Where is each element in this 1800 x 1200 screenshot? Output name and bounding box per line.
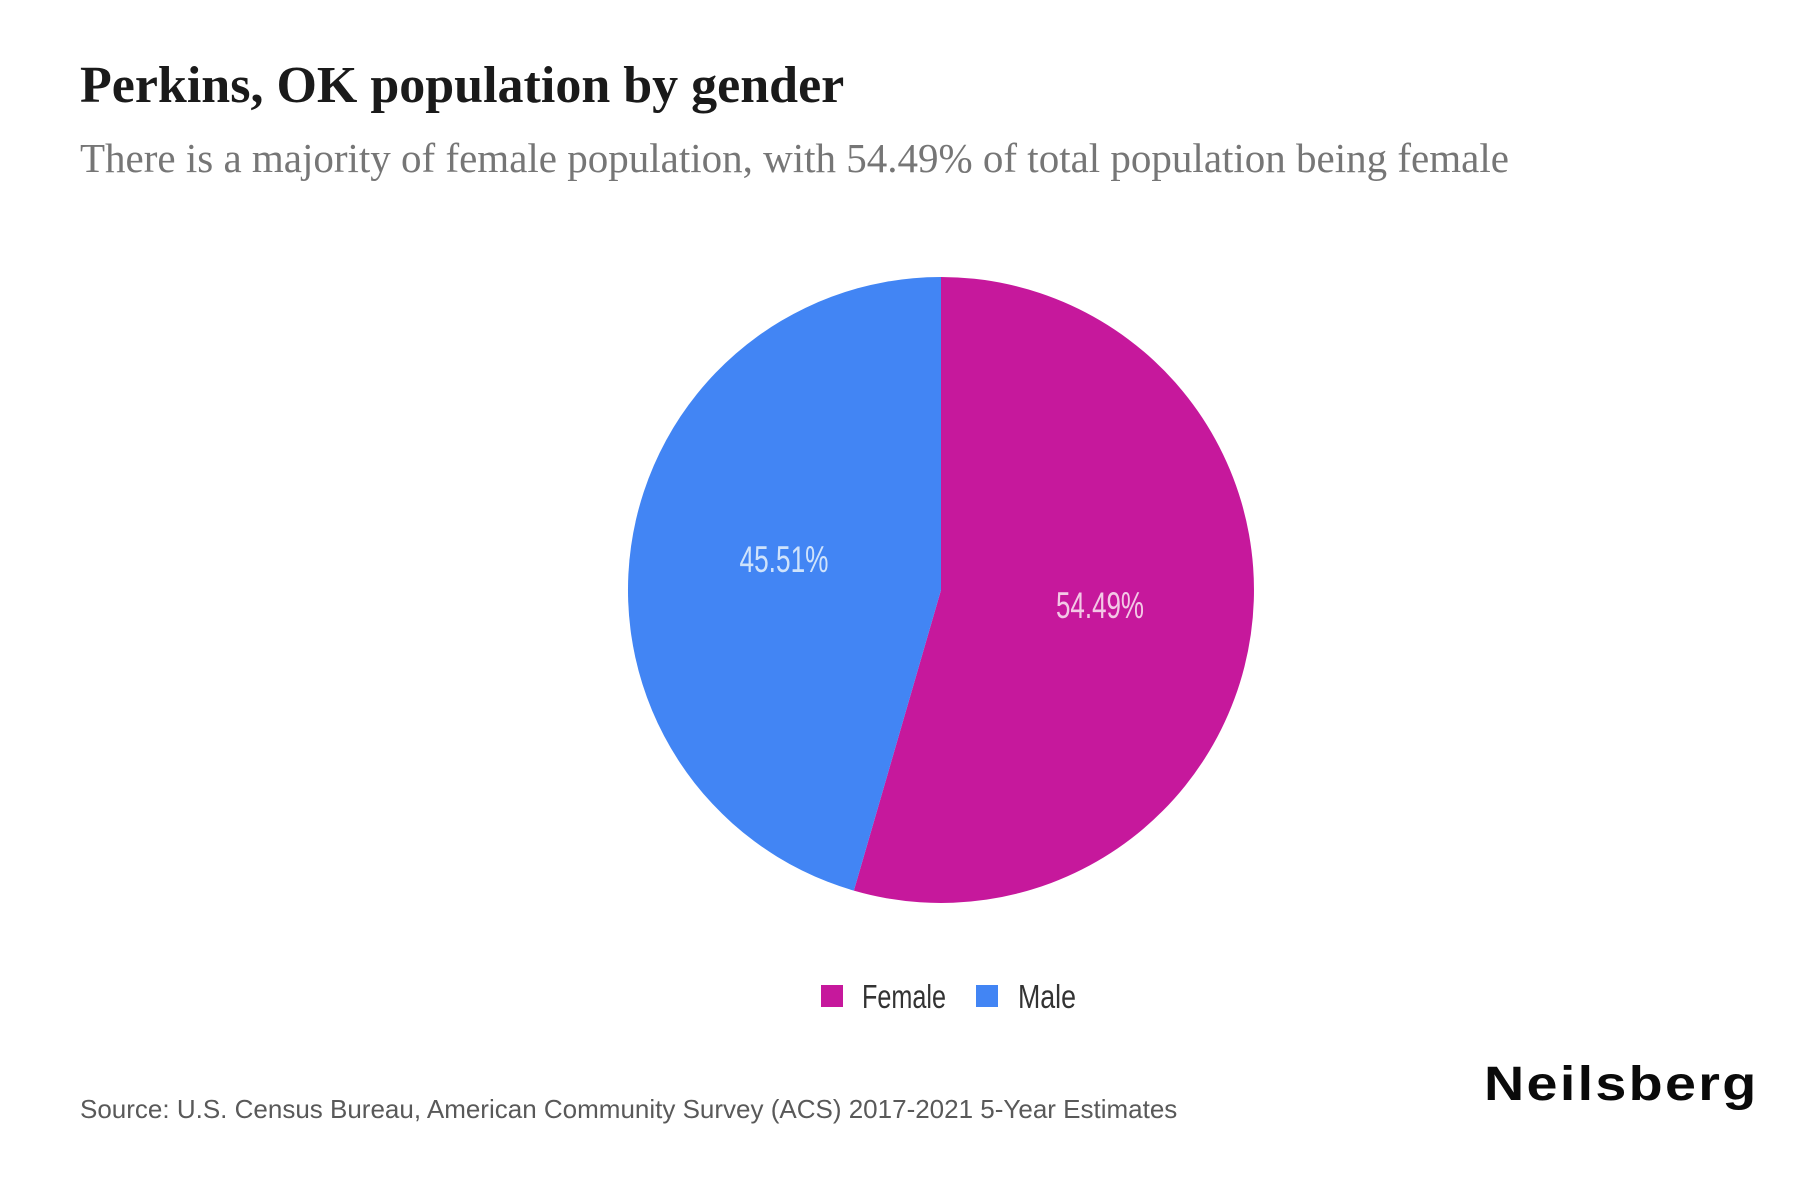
svg-text:45.51%: 45.51%: [740, 539, 829, 580]
svg-text:54.49%: 54.49%: [1056, 585, 1144, 626]
svg-text:Male: Male: [1018, 978, 1076, 1015]
svg-text:Female: Female: [862, 978, 946, 1015]
